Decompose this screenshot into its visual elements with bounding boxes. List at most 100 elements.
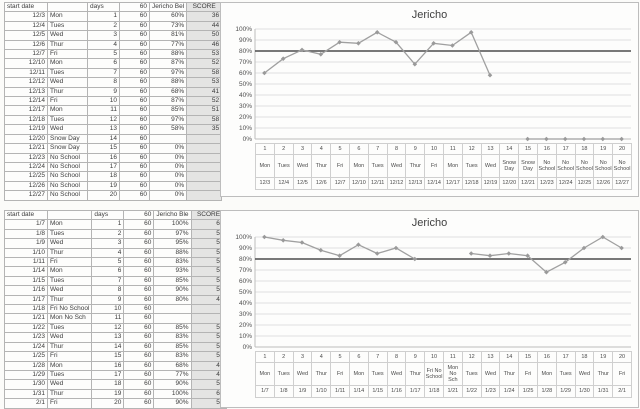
x-axis-day: Mon	[255, 154, 275, 178]
table-cell: 83%	[153, 332, 192, 343]
line-plot: 100% 90% 80% 70% 60% 50% 40% 30% 20% 10% 0%	[235, 26, 631, 143]
table-cell: Snow Day	[47, 143, 88, 154]
table-cell: 1/22	[4, 322, 48, 334]
data-point-marker	[562, 136, 568, 142]
table-cell: No School	[47, 190, 88, 201]
table-cell: 73%	[148, 20, 188, 32]
x-axis-date: 2/1	[612, 385, 632, 398]
header-cell: start date	[4, 209, 48, 221]
x-axis-date: 1/23	[480, 385, 501, 398]
table-cell: 0%	[148, 180, 188, 192]
table-cell: 1/30	[4, 379, 48, 390]
data-point-marker	[487, 253, 493, 258]
x-axis-number: 12	[461, 143, 482, 155]
table-cell: 60	[123, 219, 155, 230]
x-axis-date: 12/14	[424, 177, 444, 190]
y-tick-label: 10%	[239, 333, 252, 340]
table-row: 12/12 Wed 8 60 88% 53	[4, 77, 223, 88]
table-cell: 9	[87, 86, 120, 98]
x-axis-number: 12	[461, 351, 482, 363]
header-cell: days	[87, 1, 120, 13]
table-cell: Thur	[47, 39, 88, 51]
data-point-marker	[393, 39, 399, 45]
x-axis-row: Mon Tues Wed Thur Fri Mon Tues Wed Thur Fri No Sc…	[255, 362, 632, 386]
table-cell: 60	[123, 360, 155, 371]
table-cell: 1/24	[4, 341, 48, 353]
x-axis-date: 12/13	[405, 177, 426, 190]
table-cell: 60	[119, 77, 150, 88]
x-axis-day: Fri	[330, 154, 350, 178]
table-cell: 12/19	[4, 124, 48, 135]
table-cell: 95%	[153, 238, 192, 249]
y-tick-label: 20%	[239, 114, 252, 121]
table-cell: Mon	[47, 11, 88, 22]
table-row: 12/23 No School 16 60 0%	[4, 152, 223, 163]
y-tick-label: 60%	[239, 70, 252, 77]
y-tick-label: 80%	[239, 256, 252, 263]
table-cell: 60	[119, 49, 150, 60]
x-axis-number: 20	[612, 351, 632, 363]
table-cell: 83%	[153, 351, 192, 362]
table-cell: 14	[87, 133, 120, 145]
table-cell: 81%	[148, 30, 188, 41]
y-tick-label: 50%	[239, 81, 252, 88]
table-cell: 12/7	[4, 49, 48, 60]
table-cell: 51	[186, 105, 223, 116]
table-cell: 46	[186, 39, 223, 51]
data-point-marker	[374, 251, 380, 256]
y-tick-label: 40%	[239, 300, 252, 307]
x-axis-number: 6	[348, 143, 369, 155]
table-cell: 1/23	[4, 332, 48, 343]
table-cell: 60	[123, 369, 155, 381]
table-cell: 19	[87, 180, 120, 192]
table-cell: 1/31	[4, 388, 48, 400]
table-cell: 77%	[153, 369, 192, 381]
table-cell: 60	[119, 11, 150, 22]
table-cell: 60	[119, 105, 150, 116]
table-cell: 12/3	[4, 11, 48, 22]
x-axis-number: 1	[255, 351, 275, 363]
table-cell: 1/8	[4, 228, 48, 240]
x-axis-number: 10	[424, 351, 444, 363]
table-cell: 85%	[153, 275, 192, 287]
table-cell: Thur	[46, 294, 93, 306]
table-cell: 60	[123, 304, 155, 315]
december-data-table: start date days 60 Jericho Bel SCORE 12/3 Mon 1…	[4, 1, 223, 201]
table-cell: 4	[87, 39, 120, 51]
table-row: 12/24 No School 17 60 0%	[4, 161, 223, 173]
table-cell: 90%	[153, 379, 192, 390]
table-cell: 0%	[148, 171, 188, 182]
x-axis-number: 3	[292, 351, 313, 363]
x-axis-number: 7	[367, 351, 388, 363]
table-cell: 12/14	[4, 96, 48, 107]
series-line	[264, 31, 491, 76]
table-cell: Fri	[46, 398, 93, 409]
table-cell: 60%	[148, 11, 188, 22]
table-cell: 1/16	[4, 285, 48, 296]
table-cell: 58	[186, 67, 223, 79]
y-tick-label: 30%	[239, 103, 252, 110]
table-cell: 1/29	[4, 369, 48, 381]
table-row: 12/11 Tues 7 60 97% 58	[4, 67, 223, 79]
table-cell: 80%	[153, 294, 192, 306]
table-cell: Tues	[46, 228, 93, 240]
table-cell: 3	[91, 238, 125, 249]
table-cell: 20	[87, 190, 120, 201]
x-axis-row: 1 2 3 4 5 6 7 8 9 10 11 12 13 14 15 16 17 18 19 20	[255, 351, 632, 363]
table-cell: 17	[91, 369, 125, 381]
table-cell: 12/24	[4, 161, 48, 173]
x-axis-number: 8	[386, 143, 407, 155]
table-cell: 10	[87, 96, 120, 107]
table-cell: 60	[119, 190, 150, 201]
table-cell: 19	[91, 388, 125, 400]
table-cell: 12/25	[4, 171, 48, 182]
y-tick-label: 10%	[239, 125, 252, 132]
data-point-marker	[280, 238, 286, 243]
table-cell: 90%	[153, 398, 192, 409]
x-axis-date: 1/30	[574, 385, 595, 398]
x-axis-day: Thur	[405, 154, 426, 178]
x-axis-date: 1/14	[348, 385, 369, 398]
table-cell: 13	[91, 332, 125, 343]
